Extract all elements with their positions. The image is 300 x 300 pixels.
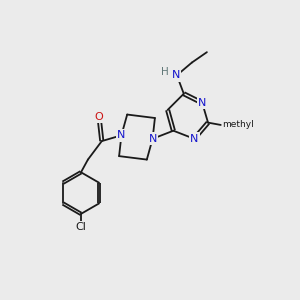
Text: Cl: Cl bbox=[76, 222, 86, 232]
Text: N: N bbox=[198, 98, 206, 108]
Text: O: O bbox=[94, 112, 103, 122]
Text: H: H bbox=[161, 68, 169, 77]
Text: N: N bbox=[172, 70, 180, 80]
Text: N: N bbox=[190, 134, 198, 144]
Text: N: N bbox=[148, 134, 157, 144]
Text: N: N bbox=[117, 130, 126, 140]
Text: methyl: methyl bbox=[223, 120, 254, 129]
